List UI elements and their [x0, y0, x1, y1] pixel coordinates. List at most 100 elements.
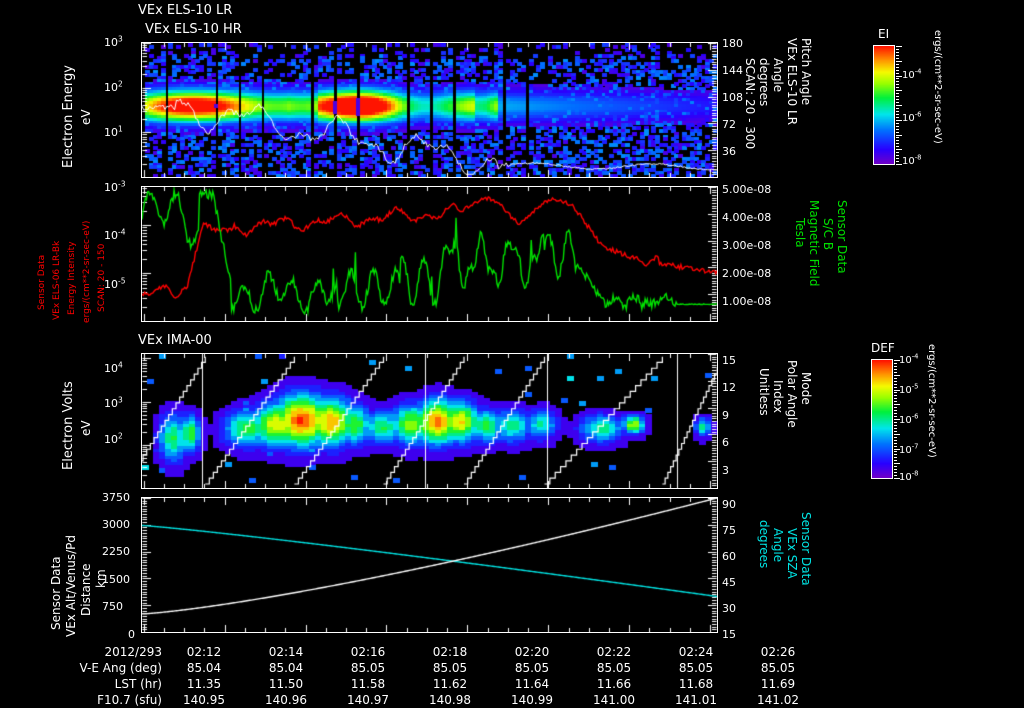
- panel2-y2tick-2: 3.00e-08: [722, 239, 772, 252]
- panel3-y2tick-3: 6: [722, 436, 729, 449]
- colorbar-tick: [896, 135, 902, 136]
- table-cell-f107-3: 140.98: [429, 693, 471, 707]
- colorbar-tick: [896, 93, 899, 94]
- colorbar3-units: ergs/(cm**2-sr-sec-eV): [926, 344, 937, 458]
- colorbar-tick: [894, 472, 897, 473]
- colorbar-tick: [896, 55, 899, 56]
- colorbar-tick: [896, 158, 899, 159]
- panel3-ytick-1: 103: [104, 395, 123, 410]
- colorbar-tick: [894, 443, 897, 444]
- colorbar1-units: ergs/(cm**2-sr-sec-eV): [932, 30, 943, 144]
- colorbar-tick: [894, 422, 897, 423]
- colorbar-tick: [894, 469, 897, 470]
- colorbar-tick: [896, 123, 899, 124]
- colorbar1-tick-1: 10-6: [902, 110, 922, 124]
- colorbar-tick: [896, 96, 899, 97]
- colorbar-tick: [894, 416, 897, 417]
- table-cell-ve_ang-3: 85.05: [432, 661, 468, 675]
- panel1-y2tick-0: 180: [722, 37, 743, 50]
- colorbar-tick: [896, 114, 899, 115]
- colorbar-tick: [894, 478, 900, 479]
- colorbar-tick: [894, 413, 897, 414]
- panel2-ytick-2: 10-5: [104, 276, 126, 291]
- colorbar-tick: [894, 390, 900, 391]
- colorbar-tick: [894, 460, 897, 461]
- panel2-y2tick-3: 2.00e-08: [722, 267, 772, 280]
- colorbar-tick: [894, 407, 897, 408]
- colorbar-tick: [894, 369, 897, 370]
- table-row-label-1: V-E Ang (deg): [79, 661, 162, 675]
- panel4-ytick-3: 1500: [102, 573, 130, 586]
- table-row-label-2: LST (hr): [114, 677, 162, 691]
- panel4-ytick-0: 3750: [102, 491, 130, 504]
- colorbar-tick: [896, 90, 902, 91]
- table-cell-f107-0: 140.95: [183, 693, 225, 707]
- colorbar-tick: [896, 78, 899, 79]
- table-cell-time-0: 02:12: [186, 645, 222, 659]
- panel3-y2tick-4: 3: [722, 464, 729, 477]
- colorbar-tick: [896, 129, 899, 130]
- table-cell-time-3: 02:18: [432, 645, 468, 659]
- colorbar-tick: [896, 81, 899, 82]
- colorbar-tick: [894, 425, 897, 426]
- table-cell-time-7: 02:26: [760, 645, 796, 659]
- table-cell-ve_ang-1: 85.04: [268, 661, 304, 675]
- colorbar-tick: [896, 102, 899, 103]
- colorbar-tick: [894, 475, 897, 476]
- colorbar-tick: [896, 67, 899, 68]
- colorbar-tick: [894, 434, 900, 435]
- panel4-y2label-line4: degrees: [757, 520, 771, 569]
- panel3-ytick-2: 102: [104, 431, 123, 446]
- colorbar1: [873, 45, 895, 165]
- colorbar-tick: [894, 401, 897, 402]
- colorbar-tick: [894, 428, 897, 429]
- colorbar-tick: [894, 375, 900, 376]
- table-cell-f107-1: 140.96: [265, 693, 307, 707]
- table-cell-time-6: 02:24: [678, 645, 714, 659]
- panel2-plot-area[interactable]: [141, 186, 718, 322]
- panel4-ytick-4: 750: [102, 600, 123, 613]
- panel3-y2tick-1: 12: [722, 381, 736, 394]
- colorbar-tick: [894, 454, 897, 455]
- colorbar-tick: [896, 52, 899, 53]
- table-cell-ve_ang-2: 85.05: [350, 661, 386, 675]
- colorbar-tick: [896, 143, 899, 144]
- colorbar-tick: [896, 164, 902, 165]
- colorbar-tick: [894, 384, 897, 385]
- colorbar-tick: [894, 387, 897, 388]
- panel3-ylabel-line2: eV: [79, 420, 93, 436]
- panel3-ytick-0: 104: [104, 360, 123, 375]
- table-cell-ve_ang-0: 85.04: [186, 661, 222, 675]
- colorbar-tick: [894, 463, 900, 464]
- panel3-y2label-line3: Index: [771, 380, 785, 414]
- colorbar-tick: [894, 440, 897, 441]
- colorbar-tick: [894, 398, 897, 399]
- panel1-y2label-line1: Pitch Angle: [799, 38, 813, 106]
- panel1-plot-area[interactable]: [141, 42, 718, 178]
- panel2-y2tick-4: 1.00e-08: [722, 295, 772, 308]
- colorbar-tick: [894, 378, 897, 379]
- colorbar-tick: [894, 449, 900, 450]
- colorbar-tick: [896, 132, 899, 133]
- panel2-y2label-line2: S/C B: [821, 218, 835, 251]
- colorbar-tick: [894, 363, 897, 364]
- panel1-y2label-line2: VEx ELS-10 LR: [785, 38, 799, 126]
- panel4-y2tick-2: 60: [722, 550, 736, 563]
- panel3-plot-area[interactable]: [141, 353, 718, 489]
- table-cell-lst-3: 11.62: [432, 677, 468, 691]
- colorbar-tick: [896, 140, 899, 141]
- table-cell-f107-6: 141.01: [675, 693, 717, 707]
- colorbar-tick: [894, 360, 900, 361]
- table-cell-lst-4: 11.64: [514, 677, 550, 691]
- table-cell-lst-6: 11.68: [678, 677, 714, 691]
- panel2-ytick-1: 10-4: [104, 227, 126, 242]
- table-cell-ve_ang-4: 85.05: [514, 661, 550, 675]
- colorbar-tick: [894, 410, 897, 411]
- table-row-label-0: 2012/293: [104, 645, 163, 659]
- panel4-y2tick-4: 30: [722, 602, 736, 615]
- panel4-plot-area[interactable]: [141, 497, 718, 633]
- colorbar-tick: [894, 431, 897, 432]
- panel4-y2tick-0: 90: [722, 498, 736, 511]
- colorbar-tick: [896, 105, 902, 106]
- panel4-y2label-line3: Angle: [771, 528, 785, 563]
